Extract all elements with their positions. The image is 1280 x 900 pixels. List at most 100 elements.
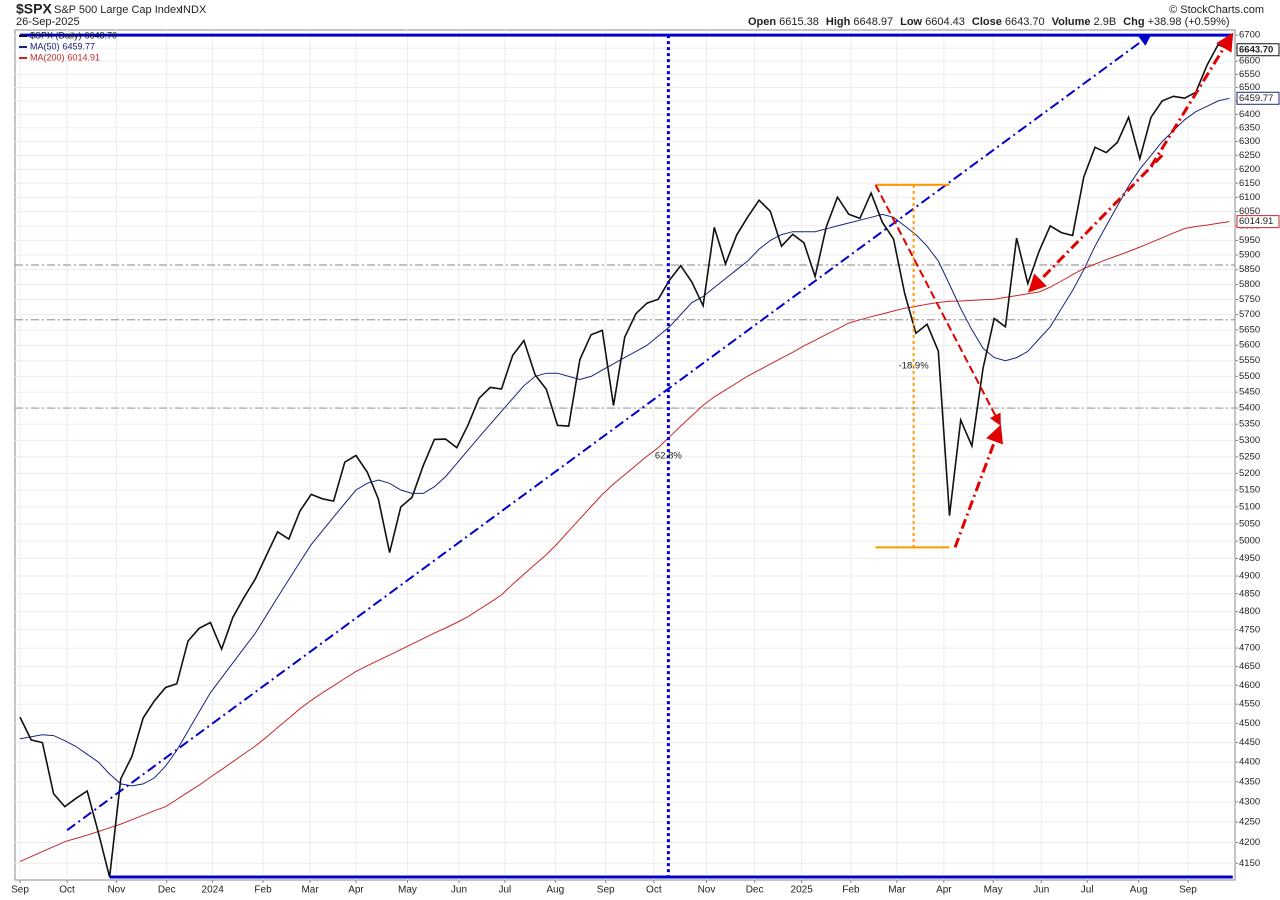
date: 26-Sep-2025 xyxy=(16,16,80,28)
series-line xyxy=(19,43,1230,878)
y-tick-label: 4550 xyxy=(1239,699,1260,710)
y-tick-label: 4800 xyxy=(1239,606,1260,617)
ohlc-value: 6648.97 xyxy=(853,16,893,28)
header: $SPX S&P 500 Large Cap Index INDX 26-Sep… xyxy=(16,1,1264,28)
annotation-label: 62.8% xyxy=(655,451,682,462)
y-tick-label: 6500 xyxy=(1239,82,1260,93)
annotation-line xyxy=(66,33,1152,832)
price-tag xyxy=(1236,215,1280,229)
x-tick-label: Sep xyxy=(1179,885,1197,896)
legend-name: MA(200) xyxy=(30,52,65,62)
x-tick-label: Nov xyxy=(107,885,125,896)
y-tick-label: 6250 xyxy=(1239,150,1260,161)
ohlc-value: 6615.38 xyxy=(779,16,819,28)
y-tick-label: 5750 xyxy=(1239,294,1260,305)
y-tick-label: 5500 xyxy=(1239,371,1260,382)
x-tick-label: Feb xyxy=(254,885,272,896)
plot-frame xyxy=(14,29,1236,881)
x-tick-label: 2025 xyxy=(791,885,814,896)
y-tick-label: 4900 xyxy=(1239,571,1260,582)
y-tick-label: 4950 xyxy=(1239,553,1260,564)
y-tick-label: 6100 xyxy=(1239,192,1260,203)
legend-name: MA(50) xyxy=(30,41,60,51)
symbol: $SPX xyxy=(16,1,52,17)
series-line xyxy=(19,221,1230,863)
ohlc-label: Volume xyxy=(1052,16,1091,28)
y-tick-label: 4700 xyxy=(1239,643,1260,654)
exchange: INDX xyxy=(180,4,207,16)
y-tick-label: 4850 xyxy=(1239,588,1260,599)
price-tag-label: 6014.91 xyxy=(1239,216,1273,227)
y-tick-label: 5600 xyxy=(1239,340,1260,351)
x-tick-label: Jul xyxy=(1081,885,1094,896)
y-tick-label: 5150 xyxy=(1239,485,1260,496)
ohlc-label: High xyxy=(826,16,851,28)
y-tick-label: 5850 xyxy=(1239,264,1260,275)
y-tick-label: 6200 xyxy=(1239,164,1260,175)
y-tick-label: 4200 xyxy=(1239,837,1260,848)
y-tick-label: 4450 xyxy=(1239,737,1260,748)
ohlc-label: Close xyxy=(972,16,1002,28)
x-tick-label: Mar xyxy=(888,885,906,896)
legend-value: 6459.77 xyxy=(63,41,96,51)
ohlc-value: 2.9B xyxy=(1094,16,1117,28)
y-tick-label: 6400 xyxy=(1239,109,1260,120)
price-tag-label: 6459.77 xyxy=(1239,93,1273,104)
y-tick-label: 6150 xyxy=(1239,178,1260,189)
y-tick-label: 4250 xyxy=(1239,817,1260,828)
title: S&P 500 Large Cap Index xyxy=(54,4,182,16)
y-tick-label: 5700 xyxy=(1239,309,1260,320)
x-tick-label: Sep xyxy=(597,885,615,896)
ohlc-label: Chg xyxy=(1123,16,1144,28)
y-tick-label: 5550 xyxy=(1239,355,1260,366)
y-tick-label: 5000 xyxy=(1239,536,1260,547)
y-tick-label: 4400 xyxy=(1239,757,1260,768)
y-tick-label: 6700 xyxy=(1239,30,1260,41)
y-tick-label: 5100 xyxy=(1239,501,1260,512)
y-tick-label: 6350 xyxy=(1239,122,1260,133)
annotation-label: -18.9% xyxy=(899,361,930,372)
price-tag xyxy=(1236,91,1280,105)
x-tick-label: Dec xyxy=(158,885,176,896)
y-tick-label: 4350 xyxy=(1239,776,1260,787)
annotation-line xyxy=(874,184,1001,426)
ohlc-value: 6604.43 xyxy=(925,16,965,28)
y-tick-label: 5450 xyxy=(1239,387,1260,398)
y-tick-label: 6550 xyxy=(1239,69,1260,80)
y-tick-label: 5200 xyxy=(1239,468,1260,479)
x-tick-label: Feb xyxy=(842,885,860,896)
y-tick-label: 4600 xyxy=(1239,680,1260,691)
source: © StockCharts.com xyxy=(1169,4,1264,16)
y-tick-label: 5250 xyxy=(1239,451,1260,462)
y-tick-label: 4150 xyxy=(1239,858,1260,869)
y-tick-label: 5800 xyxy=(1239,279,1260,290)
x-tick-label: Oct xyxy=(646,885,662,896)
x-tick-label: Sep xyxy=(11,885,29,896)
y-tick-label: 5400 xyxy=(1239,403,1260,414)
x-tick-label: May xyxy=(398,885,417,896)
price-tag-label: 6643.70 xyxy=(1239,44,1273,55)
x-tick-label: Aug xyxy=(1130,885,1148,896)
annotation-line xyxy=(953,424,1004,548)
y-tick-label: 5300 xyxy=(1239,435,1260,446)
y-tick-label: 4750 xyxy=(1239,624,1260,635)
annotation-line xyxy=(1149,32,1234,168)
x-tick-label: Aug xyxy=(546,885,564,896)
x-tick-label: May xyxy=(984,885,1003,896)
x-tick-label: Jun xyxy=(1033,885,1049,896)
ohlc-label: Low xyxy=(900,16,922,28)
ohlc-label: Open xyxy=(748,16,776,28)
y-tick-label: 4650 xyxy=(1239,661,1260,672)
annotation-line xyxy=(1027,154,1164,293)
x-tick-label: 2024 xyxy=(202,885,225,896)
y-tick-label: 4300 xyxy=(1239,796,1260,807)
y-tick-label: 4500 xyxy=(1239,718,1260,729)
y-tick-label: 5900 xyxy=(1239,249,1260,260)
x-tick-label: Jun xyxy=(451,885,467,896)
price-tag xyxy=(1236,43,1280,57)
y-tick-label: 5050 xyxy=(1239,518,1260,529)
x-tick-label: Nov xyxy=(698,885,716,896)
legend-value: 6643.70 xyxy=(85,30,118,40)
y-tick-label: 6600 xyxy=(1239,56,1260,67)
